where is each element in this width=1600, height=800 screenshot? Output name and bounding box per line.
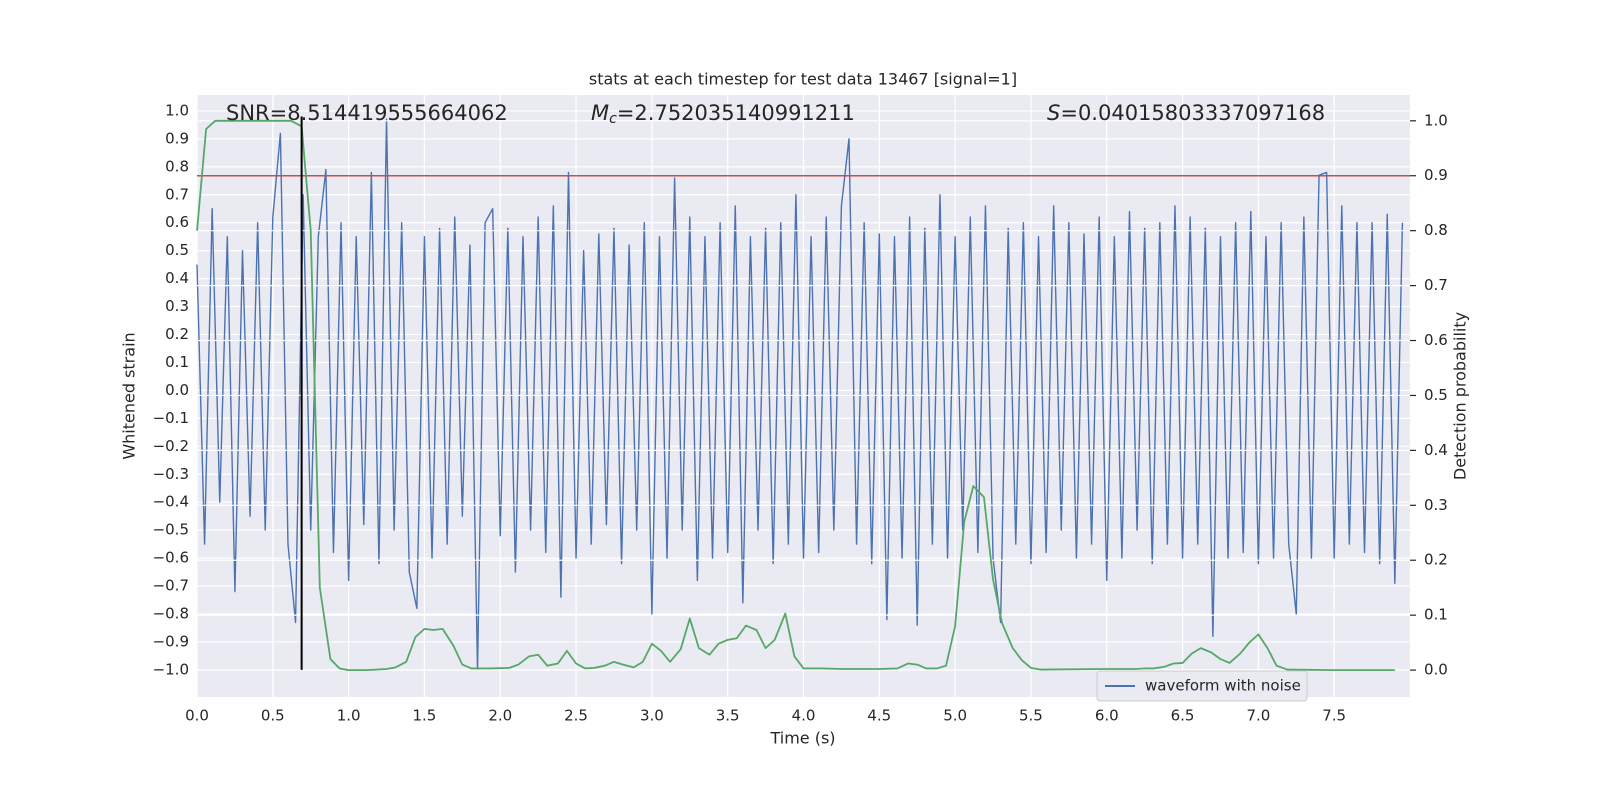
annotation: SNR=8.514419555664062 xyxy=(226,101,508,125)
y2-axis-label: Detection probability xyxy=(1451,312,1470,480)
y-tick-label: −1.0 xyxy=(153,660,189,678)
y-tick-label: −0.8 xyxy=(153,604,189,622)
x-tick-label: 2.0 xyxy=(488,707,512,725)
x-tick-label: 5.5 xyxy=(1019,707,1043,725)
chart-title: stats at each timestep for test data 134… xyxy=(589,70,1017,89)
y-tick-label: 1.0 xyxy=(165,101,189,119)
y-tick-label: 0.2 xyxy=(165,325,189,343)
y2-tick-label: 0.3 xyxy=(1424,496,1448,514)
x-tick-label: 7.5 xyxy=(1322,707,1346,725)
annotation: S=0.04015803337097168 xyxy=(1047,101,1325,125)
y-tick-label: 0.4 xyxy=(165,269,189,287)
annotation-value: =0.04015803337097168 xyxy=(1060,101,1325,125)
y-tick-label: 0.3 xyxy=(165,297,189,315)
legend-box xyxy=(1096,670,1308,702)
y-tick-label: −0.1 xyxy=(153,409,189,427)
annotation-value: =2.752035140991211 xyxy=(617,101,855,125)
y-tick-label: 0.0 xyxy=(165,381,189,399)
annotation: Mc=2.752035140991211 xyxy=(591,101,855,127)
y-tick-label: −0.4 xyxy=(153,493,189,511)
y2-tick-label: 0.1 xyxy=(1424,606,1448,624)
x-tick-label: 6.5 xyxy=(1171,707,1195,725)
overlay-layer: SNR=8.514419555664062 Mc=2.75203514099121… xyxy=(196,101,1410,702)
y-tick-label: 0.9 xyxy=(165,129,189,147)
y-tick-label: 0.1 xyxy=(165,353,189,371)
y-tick-label: −0.5 xyxy=(153,521,189,539)
x-axis-label: Time (s) xyxy=(769,729,835,748)
y2-tick-label: 0.8 xyxy=(1424,221,1448,239)
y-axis-label: Whitened strain xyxy=(120,332,139,459)
y2-tick-label: 0.0 xyxy=(1424,661,1448,679)
x-tick-label: 1.0 xyxy=(337,707,361,725)
legend: waveform with noise xyxy=(1096,670,1308,702)
annotation-symbol: S xyxy=(1047,101,1060,125)
series-line xyxy=(196,118,1404,671)
x-tick-label: 2.5 xyxy=(564,707,588,725)
y-tick-label: −0.7 xyxy=(153,577,189,595)
x-tick-label: 6.0 xyxy=(1095,707,1119,725)
x-tick-label: 0.5 xyxy=(261,707,285,725)
series-line xyxy=(196,119,1395,671)
y-tick-label: 0.5 xyxy=(165,241,189,259)
x-tick-label: 4.5 xyxy=(867,707,891,725)
y2-tick-label: 0.4 xyxy=(1424,441,1448,459)
annotation-symbol: SNR xyxy=(226,101,270,125)
y2-tick-label: 0.7 xyxy=(1424,276,1448,294)
annotation-subscript: c xyxy=(609,111,617,127)
annotation-value: =8.514419555664062 xyxy=(270,101,508,125)
y-tick-label: 0.6 xyxy=(165,213,189,231)
annotation-symbol: M xyxy=(591,101,609,125)
x-tick-label: 1.5 xyxy=(413,707,437,725)
data-layer xyxy=(196,118,1404,671)
x-tick-label: 7.0 xyxy=(1246,707,1270,725)
y-tick-label: −0.6 xyxy=(153,549,189,567)
y2-tick-label: 0.6 xyxy=(1424,331,1448,349)
y-tick-label: −0.2 xyxy=(153,437,189,455)
y-tick-label: −0.9 xyxy=(153,632,189,650)
x-tick-label: 3.5 xyxy=(716,707,740,725)
y-tick-label: 0.8 xyxy=(165,157,189,175)
x-tick-label: 5.0 xyxy=(943,707,967,725)
y2-tick-label: 0.5 xyxy=(1424,386,1448,404)
x-tick-label: 3.0 xyxy=(640,707,664,725)
y2-tick-label: 0.9 xyxy=(1424,166,1448,184)
x-tick-label: 4.0 xyxy=(792,707,816,725)
x-tick-label: 0.0 xyxy=(185,707,209,725)
y2-tick-label: 0.2 xyxy=(1424,551,1448,569)
y-tick-label: −0.3 xyxy=(153,465,189,483)
y2-tick-label: 1.0 xyxy=(1424,111,1448,129)
legend-label: waveform with noise xyxy=(1145,677,1301,695)
y-tick-label: 0.7 xyxy=(165,185,189,203)
